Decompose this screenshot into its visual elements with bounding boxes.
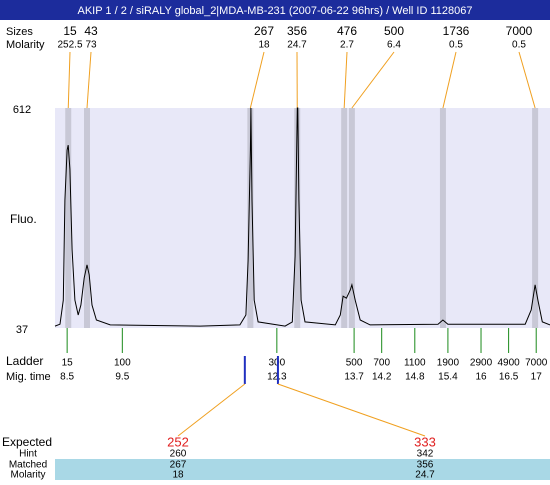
plot-area	[55, 108, 550, 328]
peak-molarity: 2.7	[340, 40, 354, 51]
row-label: Sizes	[6, 26, 33, 38]
peak-molarity: 18	[258, 40, 270, 51]
ladder-time: 16.5	[499, 372, 519, 383]
expected-connector	[178, 384, 245, 436]
ladder-time: 15.4	[438, 372, 458, 383]
row-label: Molarity	[6, 39, 45, 51]
peak-band	[341, 108, 347, 328]
peak-connector	[68, 52, 70, 108]
peak-size: 7000	[506, 24, 533, 38]
peak-size: 15	[63, 24, 77, 38]
ladder-time: 14.8	[405, 372, 425, 383]
row-label: Hint	[19, 449, 37, 460]
peak-connector	[87, 52, 91, 108]
y-axis-label: Fluo.	[10, 212, 37, 226]
ladder-time: 16	[475, 372, 487, 383]
peak-size: 43	[84, 24, 98, 38]
peak-size: 267	[254, 24, 274, 38]
peak-molarity: 73	[85, 40, 97, 51]
expected-connector	[278, 384, 425, 436]
row-label: Mig. time	[6, 371, 51, 383]
row-label: Expected	[2, 435, 52, 449]
peak-molarity: 252.5	[57, 40, 82, 51]
row-label: Ladder	[6, 354, 43, 368]
peak-size: 1736	[443, 24, 470, 38]
peak-band	[84, 108, 90, 328]
ladder-size: 1100	[404, 358, 426, 369]
peak-molarity: 0.5	[512, 40, 526, 51]
ladder-size: 1900	[437, 358, 460, 369]
expected-size: 333	[414, 434, 436, 449]
hint-size: 260	[170, 449, 187, 460]
peak-molarity: 6.4	[387, 40, 401, 51]
title: AKIP 1 / 2 / siRALY global_2|MDA-MB-231 …	[78, 5, 473, 17]
peak-size: 356	[287, 24, 307, 38]
matched-molarity: 18	[172, 470, 184, 480]
ladder-size: 100	[114, 358, 131, 369]
ladder-size: 15	[62, 358, 74, 369]
peak-connector	[352, 52, 394, 108]
ladder-time: 13.7	[344, 372, 364, 383]
ladder-time: 8.5	[60, 372, 74, 383]
peak-size: 476	[337, 24, 357, 38]
expected-size: 252	[167, 434, 189, 449]
matched-molarity: 24.7	[415, 470, 435, 480]
hint-size: 342	[417, 449, 434, 460]
peak-molarity: 24.7	[287, 40, 307, 51]
y-tick-label: 612	[13, 104, 31, 116]
row-label: Molarity	[10, 470, 45, 480]
table-band	[55, 459, 550, 480]
ladder-size: 7000	[525, 358, 548, 369]
peak-band	[65, 108, 71, 328]
ladder-size: 700	[373, 358, 390, 369]
peak-size: 500	[384, 24, 404, 38]
peak-connector	[344, 52, 347, 108]
peak-molarity: 0.5	[449, 40, 463, 51]
peak-connector	[250, 52, 264, 108]
ladder-time: 17	[531, 372, 543, 383]
peak-connector	[443, 52, 456, 108]
ladder-size: 4900	[497, 358, 520, 369]
ladder-size: 500	[346, 358, 363, 369]
ladder-size: 2900	[470, 358, 493, 369]
ladder-time: 14.2	[372, 372, 392, 383]
ladder-time: 9.5	[115, 372, 129, 383]
peak-connector	[519, 52, 535, 108]
y-tick-label: 37	[16, 324, 28, 336]
peak-band	[440, 108, 446, 328]
